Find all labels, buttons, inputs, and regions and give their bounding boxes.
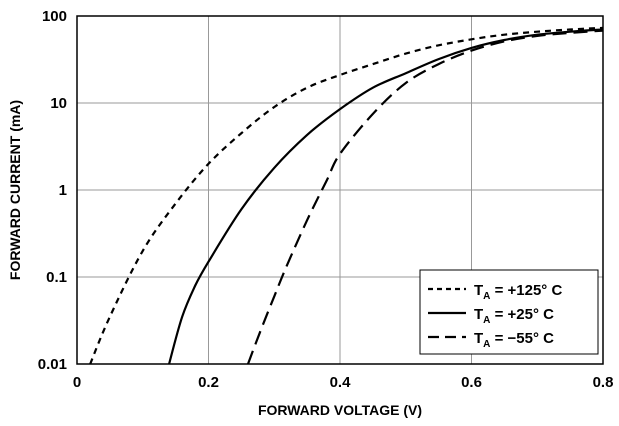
plot-frame xyxy=(76,15,604,365)
series-layer xyxy=(89,26,603,364)
x-tick-label: 0.4 xyxy=(330,374,352,391)
x-tick-label: 0.2 xyxy=(198,374,219,391)
x-axis-label: FORWARD VOLTAGE (V) xyxy=(258,402,422,418)
tick-labels: 0 0.2 0.4 0.6 0.8 0.01 0.1 1 10 100 xyxy=(38,8,614,391)
x-tick-label: 0.8 xyxy=(593,374,614,391)
legend: TA = +125° C TA = +25° C TA = −55° C xyxy=(419,269,599,355)
y-tick-label: 10 xyxy=(50,95,67,112)
series-line-1 xyxy=(168,28,603,364)
x-tick-label: 0.6 xyxy=(461,374,482,391)
series-line-2 xyxy=(246,29,603,364)
legend-entry-2: TA = −55° C xyxy=(474,330,554,350)
y-tick-label: 1 xyxy=(59,182,67,199)
legend-entry-0: TA = +125° C xyxy=(474,282,562,302)
legend-entry-1: TA = +25° C xyxy=(474,306,554,326)
y-tick-label: 0.01 xyxy=(38,356,67,373)
y-tick-label: 0.1 xyxy=(46,269,67,286)
x-tick-label: 0 xyxy=(73,374,81,391)
y-tick-label: 100 xyxy=(42,8,67,25)
series-line-0 xyxy=(89,26,603,364)
y-axis-label: FORWARD CURRENT (mA) xyxy=(7,100,23,280)
